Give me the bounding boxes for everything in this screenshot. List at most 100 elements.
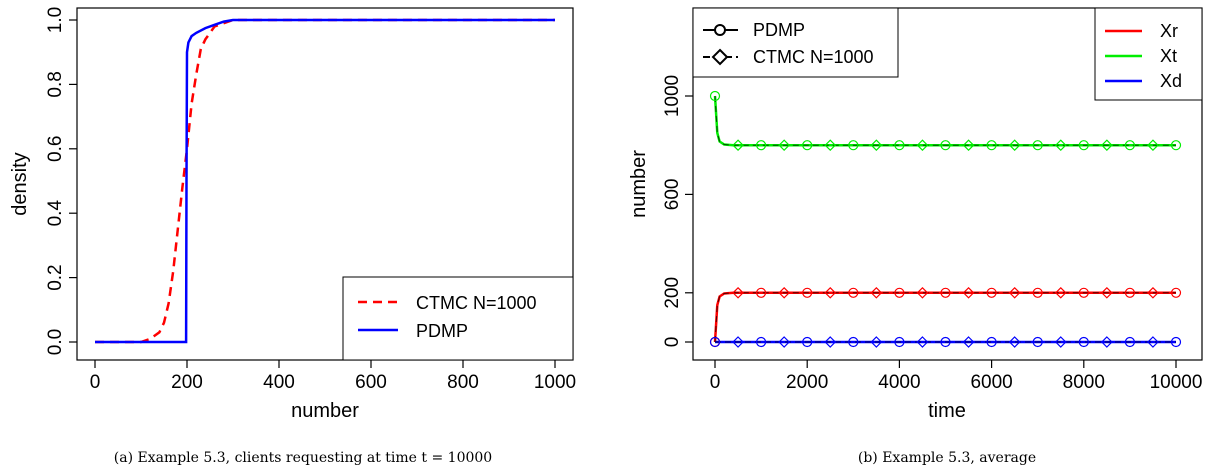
marker-circle-xr <box>802 287 813 298</box>
legend-a: CTMC N=1000 PDMP <box>342 276 574 361</box>
legend-label-pdmp-b: PDMP <box>753 20 805 40</box>
marker-diamond-xd <box>778 336 790 348</box>
marker-circle-xt <box>848 140 859 151</box>
x-tick-label-a: 800 <box>447 372 479 393</box>
marker-diamond-xr <box>1054 286 1067 299</box>
marker-diamond-xd <box>870 336 883 348</box>
x-tick-label-a: 1000 <box>534 372 576 393</box>
series-line-xt <box>713 95 1176 147</box>
legend-label-xt: Xt <box>1160 46 1177 66</box>
x-ticks-b: 0 2000 4000 6000 8000 10000 <box>710 360 1203 393</box>
marker-circle-xd <box>940 336 951 348</box>
x-tick-label-a: 600 <box>355 372 387 393</box>
marker-diamond-xr <box>962 286 975 299</box>
marker-diamond-xr <box>916 286 929 299</box>
ctmc-line-xr <box>714 292 1176 343</box>
marker-circle-xr <box>986 287 997 298</box>
legend-label-ctmc-a: CTMC N=1000 <box>416 293 537 313</box>
marker-circle-xd <box>1124 336 1136 348</box>
series-line-xr <box>713 291 1176 343</box>
x-ticks-a: 0 200 400 600 800 1000 <box>90 360 576 393</box>
marker-circle-xd <box>986 336 997 348</box>
marker-circle-xd <box>802 336 813 348</box>
legend-series-b: Xr Xt Xd <box>1094 7 1203 101</box>
legend-label-xr: Xr <box>1160 21 1178 41</box>
marker-circle-xr <box>1078 287 1089 298</box>
marker-diamond-xd <box>824 336 837 348</box>
marker-circle-xt <box>1170 140 1182 151</box>
marker-circle-xt <box>986 140 997 151</box>
x-axis-label-a: number <box>291 400 359 422</box>
marker-diamond-xt <box>1101 139 1113 152</box>
y-tick-label-b: 200 <box>662 277 683 309</box>
marker-circle-xr <box>940 287 951 298</box>
marker-diamond-xd <box>1008 336 1021 348</box>
x-tick-label-b: 8000 <box>1063 372 1105 393</box>
marker-circle-xt <box>709 90 721 102</box>
legend-marker-circle-b <box>714 24 726 36</box>
legend-marker-diamond-b <box>711 48 729 66</box>
y-tick-label-a: 0.4 <box>45 200 66 227</box>
panel-a: 0 200 400 600 800 1000 0.0 0.2 0.4 0.6 0.8 1.0 num… <box>9 7 576 466</box>
marker-diamond-xt <box>1054 139 1067 152</box>
marker-circle-xd <box>848 336 859 348</box>
marker-diamond-xd <box>1101 336 1113 348</box>
marker-diamond-xd <box>1054 336 1067 348</box>
marker-diamond-xt <box>824 139 837 152</box>
y-tick-label-a: 1.0 <box>45 7 66 33</box>
y-tick-label-b: 600 <box>662 179 683 211</box>
series-line-a-pdmp <box>95 18 555 344</box>
marker-circle-xt <box>894 140 905 151</box>
marker-diamond-xr <box>870 286 883 299</box>
marker-diamond-xr <box>1147 286 1159 299</box>
marker-diamond-xd <box>916 336 929 348</box>
marker-diamond-xr <box>824 286 837 299</box>
y-tick-label-a: 0.2 <box>45 264 66 290</box>
legend-label-xd: Xd <box>1160 71 1182 91</box>
marker-diamond-xd <box>732 336 744 348</box>
y-ticks-a: 0.0 0.2 0.4 0.6 0.8 1.0 <box>45 7 77 355</box>
marker-circle-xd <box>894 336 905 348</box>
x-tick-label-b: 6000 <box>970 372 1012 393</box>
y-tick-label-b: 1000 <box>662 75 683 117</box>
plot-area-a <box>76 7 574 361</box>
plot-area-b <box>692 7 1203 361</box>
marker-circle-xr <box>848 287 859 298</box>
legend-label-ctmc-b: CTMC N=1000 <box>753 47 874 67</box>
marker-diamond-xr <box>1101 286 1113 299</box>
x-tick-label-a: 400 <box>263 372 295 393</box>
x-tick-label-b: 10000 <box>1150 372 1203 393</box>
marker-diamond-xr <box>778 286 790 299</box>
x-tick-label-a: 0 <box>90 372 101 393</box>
y-axis-label-b: number <box>628 150 650 218</box>
marker-diamond-xr <box>732 286 744 299</box>
marker-circle-xr <box>1124 287 1136 298</box>
series-lines-b <box>713 95 1176 344</box>
legend-method-box <box>692 7 899 78</box>
x-tick-label-a: 200 <box>171 372 203 393</box>
marker-diamond-xd <box>962 336 975 348</box>
marker-circle-xd <box>755 336 767 348</box>
x-axis-label-b: time <box>928 400 966 422</box>
marker-circle-xd <box>1078 336 1089 348</box>
y-tick-label-a: 0.0 <box>45 329 66 355</box>
y-axis-label-a: density <box>9 152 31 215</box>
caption-a: (a) Example 5.3, clients requesting at t… <box>114 450 492 466</box>
marker-circle-xt <box>755 140 767 151</box>
caption-b: (b) Example 5.3, average <box>858 450 1036 466</box>
marker-diamond-xt <box>870 139 883 152</box>
x-tick-label-b: 2000 <box>786 372 828 393</box>
series-markers-b <box>709 90 1182 348</box>
legend-label-pdmp-a: PDMP <box>416 321 468 341</box>
marker-circle-xr <box>1170 287 1182 298</box>
marker-circle-xt <box>802 140 813 151</box>
marker-diamond-xt <box>1147 139 1159 152</box>
marker-circle-xd <box>1032 336 1043 348</box>
y-tick-label-b: 0 <box>662 337 683 348</box>
marker-circle-xr <box>1032 287 1043 298</box>
marker-circle-xt <box>1032 140 1043 151</box>
marker-circle-xt <box>1124 140 1136 151</box>
marker-diamond-xt <box>962 139 975 152</box>
